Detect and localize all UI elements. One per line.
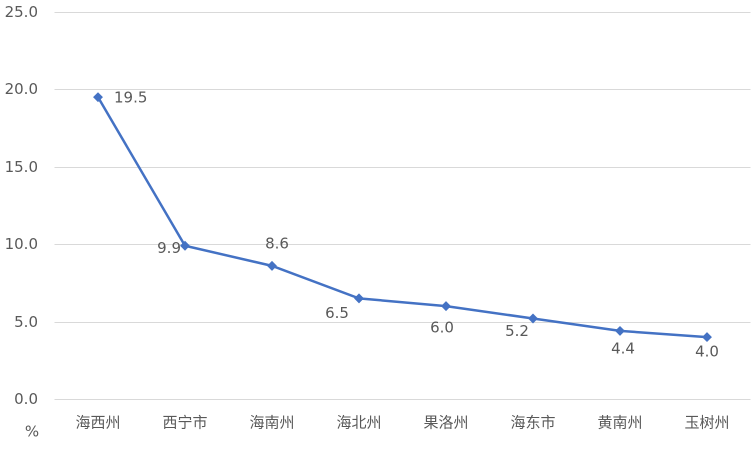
x-tick-label: 海西州 xyxy=(75,414,120,432)
data-label: 4.4 xyxy=(611,339,635,357)
marker xyxy=(528,313,538,324)
data-label: 19.5 xyxy=(114,89,147,107)
y-tick-label: 15.0 xyxy=(5,158,38,176)
y-tick-label: 0.0 xyxy=(14,390,38,408)
marker xyxy=(702,332,712,343)
x-tick-label: 果洛州 xyxy=(423,414,468,432)
marker xyxy=(267,260,277,271)
x-tick-label: 西宁市 xyxy=(162,414,207,432)
data-label: 6.5 xyxy=(325,304,349,322)
marker xyxy=(354,293,364,304)
marker xyxy=(180,240,190,251)
y-tick-label: 25.0 xyxy=(5,3,38,21)
x-tick-label: 海东市 xyxy=(510,414,555,432)
data-label: 4.0 xyxy=(695,343,719,361)
data-label: 5.2 xyxy=(505,322,529,340)
x-tick-label: 海南州 xyxy=(249,414,294,432)
data-label: 8.6 xyxy=(265,234,289,252)
marker xyxy=(441,301,451,312)
y-axis-unit: % xyxy=(25,423,39,441)
x-tick-label: 海北州 xyxy=(336,414,381,432)
y-tick-label: 10.0 xyxy=(5,235,38,253)
line xyxy=(96,96,708,339)
x-tick-label: 黄南州 xyxy=(597,414,642,432)
x-tick-label: 玉树州 xyxy=(684,414,729,432)
y-tick-label: 20.0 xyxy=(5,80,38,98)
marker xyxy=(93,92,103,103)
marker xyxy=(615,325,625,336)
data-label: 9.9 xyxy=(157,239,181,257)
y-tick-label: 5.0 xyxy=(14,313,38,331)
data-label: 6.0 xyxy=(430,319,454,337)
